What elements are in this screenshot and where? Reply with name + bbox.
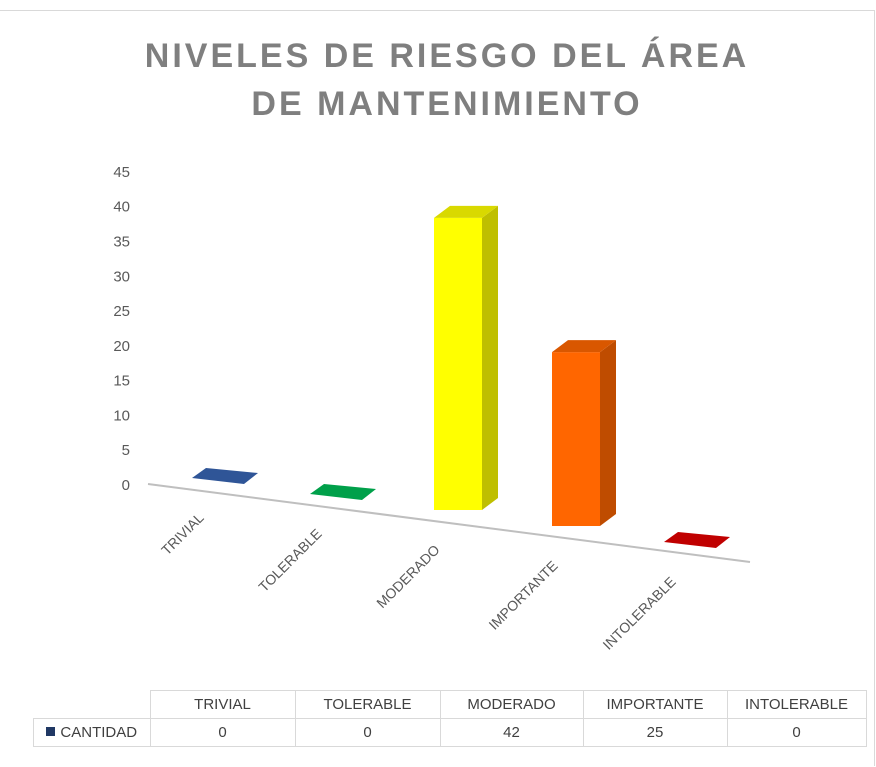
y-tick-label: 20 bbox=[113, 338, 130, 355]
table-value: 42 bbox=[439, 718, 584, 747]
y-tick-label: 10 bbox=[113, 407, 130, 424]
data-table: TRIVIAL TOLERABLE MODERADO IMPORTANTE INTOLE… bbox=[33, 690, 867, 747]
x-tick-label: IMPORTANTE bbox=[485, 557, 560, 632]
legend-label: CANTIDAD bbox=[60, 724, 138, 741]
table-value: 25 bbox=[582, 718, 728, 747]
y-tick-label: 5 bbox=[122, 442, 130, 459]
plot: 0 5 10 15 20 25 30 35 40 45 TRIVIAL TOLERABLE MODERA… bbox=[113, 164, 751, 653]
x-tick-label: TRIVIAL bbox=[158, 509, 207, 558]
legend-cell: CANTIDAD bbox=[33, 718, 151, 747]
table-header: TOLERABLE bbox=[294, 690, 441, 719]
table-header: MODERADO bbox=[439, 690, 584, 719]
y-tick-label: 40 bbox=[113, 199, 130, 216]
x-axis bbox=[147, 483, 751, 563]
bar bbox=[552, 352, 600, 526]
table-value: 0 bbox=[726, 718, 867, 747]
y-tick-label: 30 bbox=[113, 268, 130, 285]
bar-side bbox=[482, 205, 498, 510]
table-corner bbox=[33, 690, 151, 719]
x-tick-label: INTOLERABLE bbox=[599, 573, 678, 652]
y-tick-label: 35 bbox=[113, 234, 130, 251]
bar-top bbox=[552, 340, 616, 353]
y-tick-label: 15 bbox=[113, 373, 130, 390]
y-tick-label: 0 bbox=[122, 477, 130, 494]
chart-title: NIVELES DE RIESGO DEL ÁREA DE MANTENIMIE… bbox=[144, 37, 750, 123]
x-tick-label: TOLERABLE bbox=[255, 525, 324, 594]
chart-frame bbox=[0, 10, 875, 766]
bar bbox=[434, 217, 482, 510]
table-value: 0 bbox=[294, 718, 441, 747]
legend-key bbox=[46, 727, 56, 736]
y-tick-label: 25 bbox=[113, 303, 130, 320]
bar bbox=[192, 468, 258, 484]
bar bbox=[310, 484, 376, 500]
table-value: 0 bbox=[149, 718, 296, 747]
table-header: INTOLERABLE bbox=[726, 690, 867, 719]
x-tick-label: MODERADO bbox=[373, 541, 443, 611]
bar-top bbox=[434, 205, 498, 218]
table-header: IMPORTANTE bbox=[582, 690, 728, 719]
bar bbox=[664, 532, 730, 548]
y-tick-label: 45 bbox=[113, 164, 130, 181]
table-header: TRIVIAL bbox=[149, 690, 296, 719]
bar-side bbox=[600, 340, 616, 526]
